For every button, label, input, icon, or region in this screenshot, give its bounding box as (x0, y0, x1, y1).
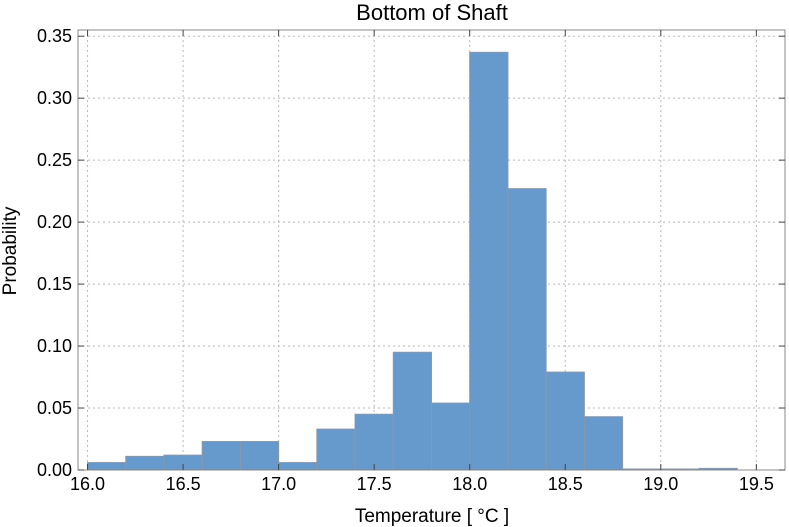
x-tick-label: 18.0 (452, 474, 487, 494)
x-tick-label: 19.0 (643, 474, 678, 494)
histogram-bar (316, 428, 356, 471)
y-axis-title: Probability (0, 206, 21, 295)
histogram-bar (201, 440, 241, 471)
chart-title: Bottom of Shaft (356, 0, 508, 25)
y-tick-label: 0.15 (37, 274, 72, 294)
histogram-bars (87, 51, 738, 471)
histogram-bar (125, 455, 165, 471)
histogram-bar (507, 188, 547, 471)
x-axis-title: Temperature [ °C ] (355, 506, 509, 527)
x-tick-label: 19.5 (739, 474, 774, 494)
y-tick-label: 0.05 (37, 398, 72, 418)
x-tick-label: 17.0 (261, 474, 296, 494)
x-axis-ticks: 16.0 16.5 17.0 17.5 18.0 18.5 19.0 19.5 (70, 30, 774, 494)
y-tick-label: 0.35 (37, 26, 72, 46)
histogram-bar (583, 416, 624, 471)
histogram-bar (87, 462, 127, 471)
histogram-bar (278, 462, 318, 471)
histogram-bar (545, 371, 585, 471)
plot-frame (77, 29, 786, 471)
histogram-bar (469, 51, 509, 471)
x-tick-label: 18.5 (548, 474, 583, 494)
histogram-bar (431, 402, 471, 471)
x-tick-label: 16.5 (166, 474, 201, 494)
histogram-bar (239, 440, 280, 471)
y-tick-label: 0.30 (37, 88, 72, 108)
y-tick-label: 0.10 (37, 336, 72, 356)
y-tick-label: 0.25 (37, 150, 72, 170)
y-axis-ticks: 0.00 0.05 0.10 0.15 0.20 0.25 0.30 0.35 (37, 26, 785, 480)
x-tick-label: 17.5 (357, 474, 392, 494)
y-tick-label: 0.00 (37, 460, 72, 480)
x-tick-label: 16.0 (70, 474, 105, 494)
histogram-bar (354, 413, 394, 471)
histogram-bar (392, 351, 432, 471)
y-tick-label: 0.20 (37, 212, 72, 232)
